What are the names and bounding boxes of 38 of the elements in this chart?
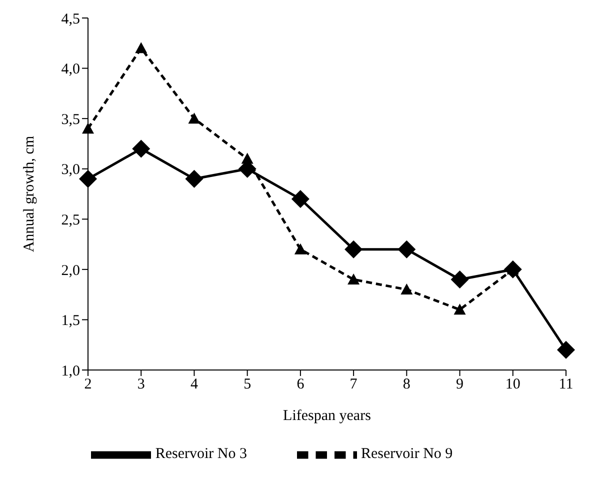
y-tick-label: 1,5 [61, 313, 80, 330]
y-tick-label: 1,0 [61, 363, 80, 380]
legend-label: Reservoir No 3 [155, 446, 247, 462]
point [135, 42, 148, 54]
point [400, 284, 413, 295]
point [344, 240, 363, 258]
x-tick-label: 7 [350, 376, 358, 393]
y-axis-title: Annual growth, cm [21, 136, 38, 252]
point [348, 273, 360, 284]
x-tick-label: 8 [402, 376, 410, 393]
point [185, 170, 204, 188]
point [241, 152, 254, 164]
y-tick-label: 3,5 [61, 112, 80, 128]
point [398, 240, 416, 258]
x-tick-label: 2 [84, 376, 92, 393]
x-tick-label: 9 [456, 376, 464, 393]
x-tick-label: 4 [190, 376, 198, 393]
legend-label: Reservoir No 9 [361, 446, 453, 462]
point [450, 270, 469, 288]
point [132, 140, 150, 158]
y-tick-label: 4,0 [61, 62, 80, 78]
point [188, 112, 200, 124]
y-tick-label: 3,0 [61, 162, 80, 178]
x-tick-label: 11 [558, 376, 574, 393]
y-tick-label: 2,0 [61, 262, 80, 279]
x-tick-label: 3 [137, 376, 145, 393]
x-axis-title: Lifespan years [283, 408, 372, 424]
point [82, 122, 94, 134]
point [79, 170, 97, 188]
x-tick-label: 6 [296, 376, 305, 393]
x-tick-label: 5 [244, 376, 252, 393]
y-tick-label: 2,5 [61, 212, 80, 228]
point [557, 340, 575, 359]
point [294, 243, 306, 254]
point [454, 304, 466, 315]
point [291, 190, 310, 208]
y-tick-label: 4,5 [61, 11, 80, 28]
x-tick-label: 10 [505, 376, 520, 393]
